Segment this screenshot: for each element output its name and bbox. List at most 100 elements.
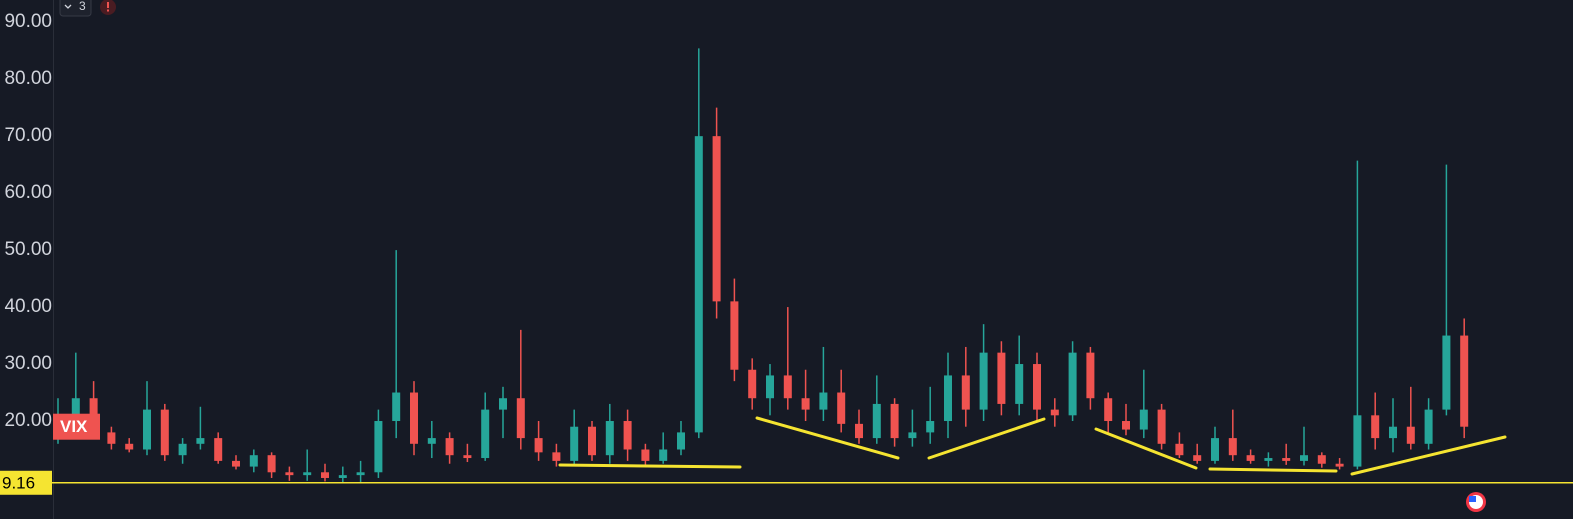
candle-body <box>908 432 917 439</box>
trend-line <box>1350 435 1507 476</box>
flag-icon[interactable] <box>1466 492 1486 512</box>
candle-body <box>107 432 116 444</box>
candle-body <box>801 398 810 410</box>
y-tick-label: 40.00 <box>4 296 52 317</box>
price-label-bg <box>0 470 52 495</box>
candle-body <box>338 475 347 478</box>
y-tick-label: 90.00 <box>4 11 52 32</box>
candle-body <box>178 443 187 456</box>
candle-body <box>1442 335 1451 410</box>
candle-body <box>819 392 828 410</box>
candle-body <box>783 375 792 399</box>
candle-body <box>872 403 881 439</box>
symbol-label-bg <box>53 413 100 440</box>
candle-body <box>1157 409 1166 444</box>
trend-line <box>755 416 900 460</box>
candle-body <box>392 392 401 422</box>
candle-body <box>71 398 80 416</box>
candle-body <box>1282 458 1291 461</box>
candle-body <box>1068 352 1077 416</box>
y-tick-label: 70.00 <box>4 125 52 146</box>
trend-line <box>558 463 742 469</box>
candle-body <box>748 369 757 399</box>
candle-body <box>1264 458 1273 461</box>
candle-body <box>410 392 418 444</box>
candle-body <box>926 421 935 433</box>
trend-line <box>1094 427 1198 470</box>
candle-body <box>730 301 739 370</box>
candle-body <box>481 409 490 459</box>
candle-body <box>641 449 650 461</box>
y-tick-label: 60.00 <box>4 182 52 203</box>
toolbar: 3 <box>59 0 116 17</box>
candle-body <box>1353 415 1362 467</box>
candle-body <box>694 136 703 433</box>
candle-body <box>196 438 205 444</box>
candle-body <box>267 455 276 473</box>
candle-body <box>285 472 294 476</box>
symbol-label: VIX <box>60 417 88 436</box>
candle-body <box>997 352 1006 404</box>
candle-body <box>1050 409 1059 416</box>
candle-body <box>125 443 134 450</box>
candle-body <box>1175 443 1184 456</box>
candle-body <box>552 452 561 461</box>
candle-body <box>961 375 970 410</box>
indicator-toggle[interactable] <box>59 0 92 17</box>
candle-body <box>588 426 596 456</box>
candle-body <box>303 472 312 476</box>
candle-body <box>855 423 863 439</box>
candle-body <box>1406 426 1415 444</box>
candle-body <box>1211 438 1219 461</box>
indicator-count: 3 <box>79 0 86 13</box>
y-tick-label: 30.00 <box>4 353 52 374</box>
trend-line <box>1208 467 1338 473</box>
candle-body <box>249 455 258 467</box>
candle-body <box>677 432 685 450</box>
candle-body <box>1193 455 1202 461</box>
candle-body <box>516 398 525 439</box>
candle-body <box>445 438 454 456</box>
trend-line <box>927 417 1046 460</box>
candle-body <box>837 392 846 424</box>
candle-body <box>499 398 507 410</box>
candle-body <box>356 472 365 476</box>
chevron-icon <box>64 4 72 9</box>
candle-body <box>570 426 579 461</box>
candle-body <box>427 438 436 444</box>
candle-body <box>232 460 240 467</box>
candle-body <box>1460 335 1469 427</box>
trend-lines <box>558 416 1507 476</box>
candle-body <box>1104 398 1113 422</box>
alert-dot <box>107 9 109 12</box>
candle-body <box>890 403 899 439</box>
candle-body <box>1371 415 1380 439</box>
candle-body <box>463 455 472 459</box>
candle-body <box>712 136 721 302</box>
candle-body <box>143 409 151 450</box>
y-tick-label: 20.00 <box>4 410 52 431</box>
candle-body <box>1389 426 1397 439</box>
price-label: 9.16 <box>2 473 35 492</box>
candle-body <box>1317 455 1326 464</box>
candle-body <box>979 352 988 410</box>
candle-body <box>1228 438 1237 456</box>
candle-body <box>766 375 774 399</box>
candle-body <box>1335 463 1344 467</box>
flag-canton <box>1469 496 1476 502</box>
candle-body <box>534 438 543 453</box>
y-tick-label: 80.00 <box>4 68 52 89</box>
candle-body <box>1122 421 1130 430</box>
candle-body <box>214 438 223 461</box>
candle-body <box>321 472 329 478</box>
y-tick-label: 50.00 <box>4 239 52 260</box>
alert-mark <box>107 2 109 8</box>
candle-body <box>605 421 614 456</box>
candle-body <box>1246 455 1255 461</box>
candle-body <box>1015 364 1024 404</box>
candle-body <box>1086 352 1095 399</box>
candle-body <box>623 421 632 450</box>
candle-body <box>1139 409 1148 430</box>
